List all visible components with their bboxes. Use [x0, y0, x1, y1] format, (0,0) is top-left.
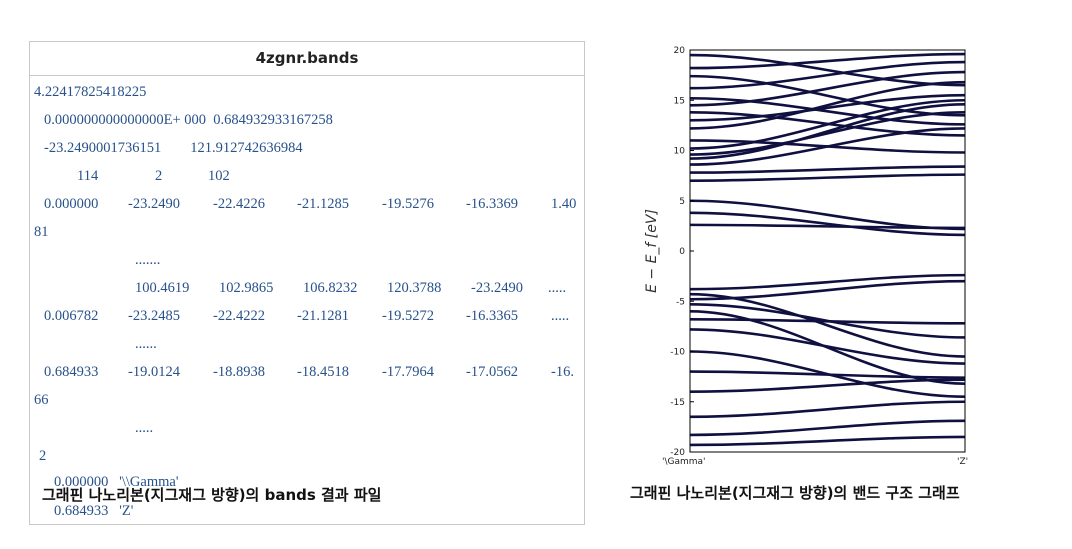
band-line-9: [689, 80, 966, 130]
table-cell-wrap: 81: [34, 224, 49, 240]
table-cell: 120.3788: [387, 280, 442, 296]
table-cell: 0.006782: [44, 308, 99, 324]
ellipsis: .....: [135, 420, 154, 436]
header-value: 114: [77, 168, 99, 184]
kpoint-label-z: 0.684933 'Z': [54, 503, 134, 519]
header-value: 102: [208, 168, 230, 184]
x-axis-ticks: '\Gamma' 'Z': [662, 457, 968, 467]
band-line-2: [689, 52, 966, 70]
band-line-6: [689, 70, 966, 107]
table-cell: -23.2490: [471, 280, 523, 296]
table-cell: 102.9865: [219, 280, 274, 296]
y-axis-ticks: 20 15 10 5 0 -5 -10 -15 -20: [670, 46, 694, 458]
band-lines: [689, 52, 966, 447]
table-cell: -16.: [551, 364, 574, 380]
band-line-8: [689, 93, 966, 122]
band-line-4: [689, 60, 966, 90]
bands-file-box: 4zgnr.bands 4.22417825418225 0.000000000…: [29, 41, 585, 525]
table-cell: -23.2490: [128, 196, 180, 212]
left-caption: 그래핀 나노리본(지그재그 방향)의 bands 결과 파일: [42, 486, 382, 504]
x-tick-label: '\Gamma': [662, 457, 706, 467]
y-tick-label: -10: [670, 348, 685, 358]
table-cell: .....: [551, 308, 570, 324]
table-cell: 0.000000: [44, 196, 99, 212]
band-line-16: [689, 173, 966, 182]
y-tick-label: 10: [674, 147, 686, 157]
table-cell: -17.0562: [466, 364, 518, 380]
kpoint-count: 2: [39, 448, 47, 464]
band-line-28: [689, 370, 966, 379]
table-cell: 106.8232: [303, 280, 358, 296]
table-cell: 1.40: [551, 196, 577, 212]
y-tick-label: 15: [674, 96, 685, 106]
table-cell: -21.1285: [297, 196, 349, 212]
band-line-20: [689, 273, 966, 291]
file-line-1: 4.22417825418225: [34, 84, 147, 100]
table-cell: 100.4619: [135, 280, 190, 296]
table-cell: 0.684933: [44, 364, 99, 380]
table-cell: -22.4226: [213, 196, 265, 212]
band-line-14: [689, 127, 966, 166]
y-tick-label: 5: [679, 197, 685, 207]
header-value: 2: [155, 168, 163, 184]
right-caption: 그래핀 나노리본(지그재그 방향)의 밴드 구조 그래프: [630, 484, 960, 502]
y-tick-label: 0: [679, 247, 685, 257]
file-line-3: -23.2490001736151 121.912742636984: [44, 140, 303, 156]
table-cell: -22.4222: [213, 308, 265, 324]
band-chart-svg: 20 15 10 5 0 -5 -10 -15 -20 '\Gamma' 'Z' E − E_f …: [644, 46, 968, 467]
file-line-2: 0.000000000000000E+ 000 0.68493293316725…: [44, 112, 333, 128]
table-cell: -18.8938: [213, 364, 265, 380]
file-title: 4zgnr.bands: [30, 42, 584, 76]
table-cell: -16.3365: [466, 308, 518, 324]
band-line-25: [689, 318, 966, 325]
y-tick-label: -20: [670, 448, 685, 458]
band-line-11: [689, 98, 966, 150]
table-cell: -17.7964: [382, 364, 434, 380]
band-line-26: [689, 328, 966, 365]
table-cell-wrap: 66: [34, 392, 49, 408]
band-line-1: [689, 53, 966, 87]
y-tick-label: -5: [676, 297, 685, 307]
ellipsis: ......: [135, 336, 157, 352]
band-line-22: [689, 279, 966, 301]
y-tick-label: -15: [670, 398, 685, 408]
band-line-13: [689, 102, 966, 160]
band-line-31: [689, 419, 966, 437]
table-cell: -19.0124: [128, 364, 180, 380]
x-tick-label: 'Z': [957, 457, 968, 467]
band-line-19: [689, 223, 966, 230]
band-line-32: [689, 435, 966, 447]
band-line-29: [689, 378, 966, 393]
band-line-18: [689, 211, 966, 237]
ellipsis: .......: [135, 252, 161, 268]
band-line-15: [689, 165, 966, 174]
table-cell: -21.1281: [297, 308, 349, 324]
table-cell: -18.4518: [297, 364, 349, 380]
table-cell: -23.2485: [128, 308, 180, 324]
y-tick-label: 20: [674, 46, 686, 56]
table-cell: -16.3369: [466, 196, 518, 212]
band-line-30: [689, 400, 966, 419]
band-line-5: [689, 96, 966, 126]
band-structure-chart: 20 15 10 5 0 -5 -10 -15 -20 '\Gamma' 'Z' E − E_f …: [640, 40, 980, 470]
y-axis-label: E − E_f [eV]: [644, 209, 660, 293]
band-line-12: [689, 111, 966, 156]
table-cell: .....: [548, 280, 567, 296]
kpoint-label-gamma: 0.000000 '\\Gamma': [54, 474, 179, 490]
table-cell: -19.5272: [382, 308, 434, 324]
table-cell: -19.5276: [382, 196, 434, 212]
